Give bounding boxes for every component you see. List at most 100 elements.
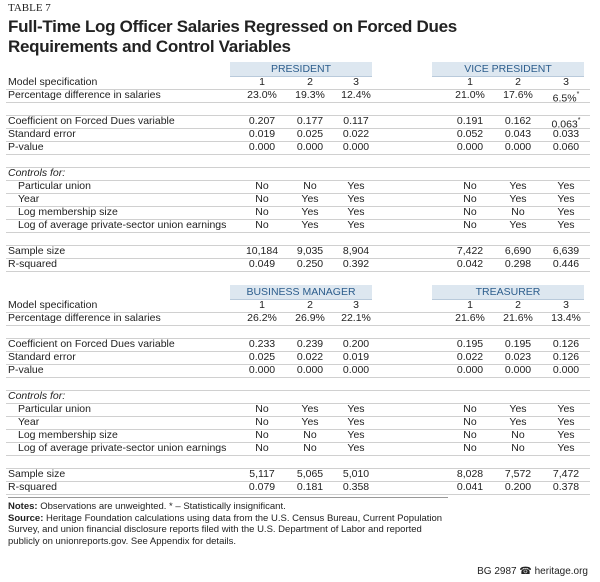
row-label: Sample size <box>8 468 66 480</box>
table-cell: 0.126 <box>552 351 580 363</box>
table-cell: 0.052 <box>456 128 484 140</box>
table-cell: 0.200 <box>342 338 370 350</box>
table-cell: Yes <box>557 403 575 415</box>
table-cell: 8,904 <box>342 245 370 257</box>
table-cell: No <box>463 206 477 218</box>
row-label: Log membership size <box>18 429 118 441</box>
group-header: TREASURER <box>432 285 584 300</box>
table-cell: 0.023 <box>504 351 532 363</box>
table-cell: No <box>255 206 269 218</box>
table-title: Full-Time Log Officer Salaries Regressed… <box>8 17 457 56</box>
table-cell: No <box>463 416 477 428</box>
group-header: VICE PRESIDENT <box>432 62 584 77</box>
table-cell: 0.200 <box>504 481 532 493</box>
group-header: PRESIDENT <box>230 62 372 77</box>
table-cell: 0.060 <box>552 141 580 153</box>
table-row: Log membership size No No Yes No No Yes <box>6 429 590 443</box>
table-cell: No <box>255 416 269 428</box>
significance-mark: * <box>576 91 580 98</box>
table-cell: 9,035 <box>296 245 324 257</box>
spacer-row <box>6 102 590 116</box>
table-cell: 5,065 <box>296 468 324 480</box>
table-cell: No <box>255 219 269 231</box>
table-cell: Yes <box>347 193 365 205</box>
table-row: Sample size 10,184 9,035 8,904 7,422 6,690 6,6… <box>6 245 590 259</box>
table-cell: 21.0% <box>455 89 485 101</box>
spacer-row <box>6 377 590 391</box>
table-cell: 0.043 <box>504 128 532 140</box>
row-label: P-value <box>8 364 44 376</box>
table-cell: No <box>511 429 525 441</box>
table-cell: 7,572 <box>504 468 532 480</box>
table-cell: 3 <box>563 76 569 88</box>
table-cell: Yes <box>347 219 365 231</box>
table-cell: 21.6% <box>503 312 533 324</box>
table-cell: 0.250 <box>296 258 324 270</box>
table-cell: Yes <box>557 180 575 192</box>
table-cell: No <box>463 219 477 231</box>
table-row: P-value 0.000 0.000 0.000 0.000 0.000 0.000 <box>6 364 590 378</box>
table-cell: 1 <box>259 299 265 311</box>
table-cell: No <box>303 442 317 454</box>
table-cell: 0.025 <box>248 351 276 363</box>
spacer-row <box>6 455 590 469</box>
table-cell: 6,639 <box>552 245 580 257</box>
footer-site: heritage.org <box>534 566 588 577</box>
table-cell: Yes <box>557 193 575 205</box>
table-cell: No <box>463 180 477 192</box>
table-cell: Yes <box>509 219 527 231</box>
table-cell: 3 <box>353 76 359 88</box>
table-row: Model specification 1 2 3 1 2 3 <box>6 299 590 313</box>
table-cell: 0.195 <box>456 338 484 350</box>
table-cell: 0.207 <box>248 115 276 127</box>
row-label: P-value <box>8 141 44 153</box>
table-cell: 0.233 <box>248 338 276 350</box>
table-row: R-squared 0.079 0.181 0.358 0.041 0.200 0.378 <box>6 481 590 495</box>
note-text: Heritage Foundation calculations using d… <box>8 512 443 547</box>
table-cell: Yes <box>557 429 575 441</box>
cell-value: 6.5% <box>552 92 577 105</box>
table-cell: 0.298 <box>504 258 532 270</box>
table-cell: No <box>255 429 269 441</box>
table-cell: Yes <box>347 442 365 454</box>
table-cell: 6,690 <box>504 245 532 257</box>
table-row: Log of average private-sector union earn… <box>6 442 590 456</box>
table-row: P-value 0.000 0.000 0.000 0.000 0.000 0.060 <box>6 141 590 155</box>
table-cell: Yes <box>509 416 527 428</box>
table-cell: 0.000 <box>504 364 532 376</box>
table-cell: No <box>463 442 477 454</box>
table-cell: 2 <box>515 76 521 88</box>
row-label: Percentage difference in salaries <box>8 89 161 101</box>
spacer-row <box>6 154 590 168</box>
table-cell: Yes <box>509 403 527 415</box>
table-cell: 21.6% <box>455 312 485 324</box>
table-cell: 5,010 <box>342 468 370 480</box>
table-cell: Yes <box>347 206 365 218</box>
row-label: Log of average private-sector union earn… <box>18 219 227 231</box>
table-cell: 23.0% <box>247 89 277 101</box>
table-row: R-squared 0.049 0.250 0.392 0.042 0.298 0.446 <box>6 258 590 272</box>
table-row: Coefficient on Forced Dues variable 0.233… <box>6 338 590 352</box>
table-cell: Yes <box>301 219 319 231</box>
table-cell: 0.126 <box>552 338 580 350</box>
table-cell: Yes <box>509 180 527 192</box>
note-label: Source: <box>8 512 44 524</box>
table-cell: Yes <box>301 206 319 218</box>
table-cell: 0.000 <box>456 364 484 376</box>
table-cell: 0.000 <box>248 141 276 153</box>
table-row: Log membership size No Yes Yes No No Yes <box>6 206 590 220</box>
row-label: Sample size <box>8 245 66 257</box>
table-cell: No <box>303 180 317 192</box>
table-row: Year No Yes Yes No Yes Yes <box>6 416 590 430</box>
table-cell: 0.049 <box>248 258 276 270</box>
row-label: Percentage difference in salaries <box>8 312 161 324</box>
table-cell: Yes <box>557 206 575 218</box>
table-cell: 0.162 <box>504 115 532 127</box>
row-label: Coefficient on Forced Dues variable <box>8 338 175 350</box>
table-cell: Yes <box>301 193 319 205</box>
table-row: Sample size 5,117 5,065 5,010 8,028 7,572 7,47… <box>6 468 590 482</box>
table-cell: 26.2% <box>247 312 277 324</box>
table-cell: 22.1% <box>341 312 371 324</box>
table-cell: Yes <box>347 429 365 441</box>
table-row: Year No Yes Yes No Yes Yes <box>6 193 590 207</box>
